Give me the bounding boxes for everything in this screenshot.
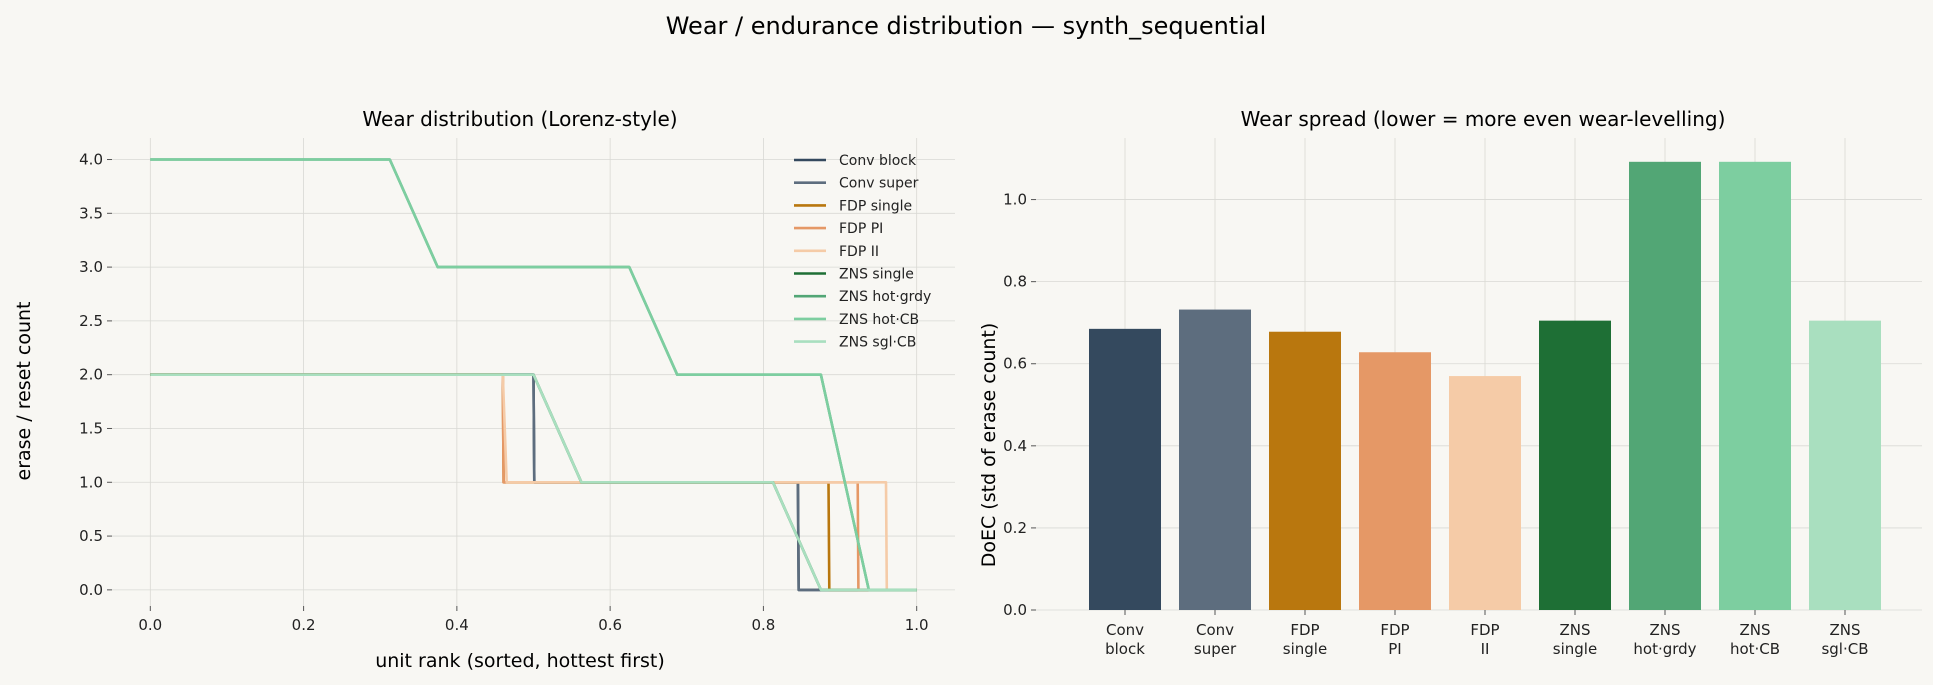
bar-fdp-ii (1449, 376, 1521, 610)
y-tick-label: 1.5 (79, 419, 103, 437)
x-tick-label: 0.0 (138, 616, 162, 634)
legend-label-zns-single: ZNS single (839, 267, 914, 283)
left-legend: Conv block Conv super FDP single FDP PI FDP … (794, 153, 931, 351)
left-y-axis-label: erase / reset count (13, 302, 35, 481)
x-tick-label: 0.6 (598, 616, 622, 634)
y-tick-label: 2.0 (79, 366, 103, 384)
left-chart-title: Wear distribution (Lorenz-style) (362, 107, 677, 131)
figure-title: Wear / endurance distribution — synth_se… (666, 12, 1267, 40)
x-tick-label: 1.0 (905, 616, 929, 634)
bar-zns-single (1539, 320, 1611, 610)
bar-fdp-pi (1359, 352, 1431, 610)
bar-fdp-single (1269, 331, 1341, 610)
y-tick-label: 3.0 (79, 258, 103, 276)
y-tick-label: 0.0 (1003, 601, 1027, 619)
legend-label-fdp-pi: FDP PI (839, 221, 883, 237)
x-tick-label: 0.4 (445, 616, 469, 634)
y-tick-label: 3.5 (79, 204, 103, 222)
wear-spread-panel: Wear spread (lower = more even wear-leve… (978, 107, 1922, 658)
y-tick-label: 2.5 (79, 312, 103, 330)
y-tick-label: 1.0 (1003, 191, 1027, 209)
series-line-zns-hot-cb (150, 158, 917, 592)
legend-label-fdp-ii: FDP II (839, 244, 879, 260)
x-tick-label: FDP II (1470, 621, 1499, 658)
x-tick-label: FDP single (1283, 621, 1327, 658)
bar-conv-super (1179, 309, 1251, 610)
y-tick-label: 0.0 (79, 581, 103, 599)
y-tick-label: 0.2 (1003, 519, 1027, 537)
legend-label-conv-super: Conv super (839, 176, 919, 192)
x-tick-label: 0.8 (751, 616, 775, 634)
series-line-zns-sgl-cb (150, 373, 917, 592)
right-ticks: 0.0 0.2 0.4 0.6 0.8 1.0 Conv block Conv super FDP s… (1003, 191, 1868, 658)
bar-zns-sgl-cb (1809, 320, 1881, 610)
left-x-axis-label: unit rank (sorted, hottest first) (375, 650, 665, 672)
wear-distribution-panel: Wear distribution (Lorenz-style) 0.0 0.2 0… (13, 107, 955, 672)
left-ticks: 0.0 0.2 0.4 0.6 0.8 1.0 0.0 0.5 1.0 1.5 2.0 2.5 3.0 3… (79, 151, 928, 634)
y-tick-label: 4.0 (79, 151, 103, 169)
left-series-lines (150, 158, 917, 592)
y-tick-label: 1.0 (79, 473, 103, 491)
x-tick-label: ZNS hot·CB (1730, 621, 1780, 658)
legend-label-zns-hot-cb: ZNS hot·CB (839, 312, 919, 328)
x-tick-label: ZNS single (1553, 621, 1597, 658)
x-tick-label: 0.2 (292, 616, 316, 634)
y-tick-label: 0.6 (1003, 355, 1027, 373)
x-tick-label: FDP PI (1380, 621, 1409, 658)
legend-label-zns-sgl-cb: ZNS sgl·CB (839, 335, 916, 351)
x-tick-label: ZNS hot·grdy (1633, 621, 1696, 658)
right-chart-title: Wear spread (lower = more even wear-leve… (1241, 107, 1726, 131)
y-tick-label: 0.5 (79, 527, 103, 545)
bar-conv-block (1089, 328, 1161, 610)
x-tick-label: Conv super (1194, 621, 1237, 658)
y-tick-label: 0.4 (1003, 437, 1027, 455)
x-tick-label: Conv block (1105, 621, 1145, 658)
legend-label-zns-hot-grdy: ZNS hot·grdy (839, 289, 931, 305)
legend-label-fdp-single: FDP single (839, 198, 912, 214)
legend-label-conv-block: Conv block (839, 153, 917, 169)
bar-zns-hot-cb (1719, 161, 1791, 610)
right-y-axis-label: DoEC (std of erase count) (978, 323, 1000, 568)
y-tick-label: 0.8 (1003, 273, 1027, 291)
x-tick-label: ZNS sgl·CB (1821, 621, 1868, 658)
right-bars (1089, 161, 1881, 610)
bar-zns-hot-grdy (1629, 161, 1701, 610)
